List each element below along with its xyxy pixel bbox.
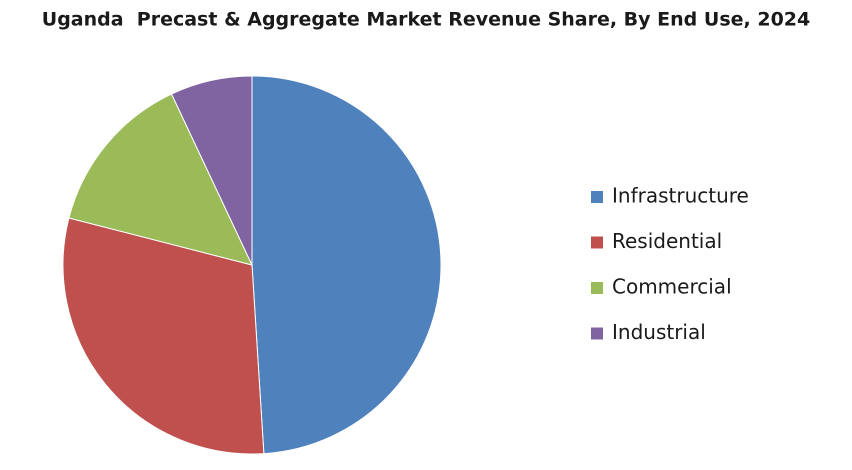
legend-label: Infrastructure [612,184,749,208]
pie-slice [62,217,265,455]
chart-title: Uganda Precast & Aggregate Market Revenu… [42,9,810,31]
legend-swatch [591,191,603,203]
legend-label: Industrial [612,320,706,344]
pie-slice [170,75,253,266]
legend-swatch [591,236,603,249]
legend-swatch [591,327,603,340]
legend-label: Commercial [612,275,732,299]
legend-swatch [591,282,603,294]
pie-slice [251,75,442,455]
legend-label: Residential [612,229,722,253]
pie-slice [68,93,253,266]
